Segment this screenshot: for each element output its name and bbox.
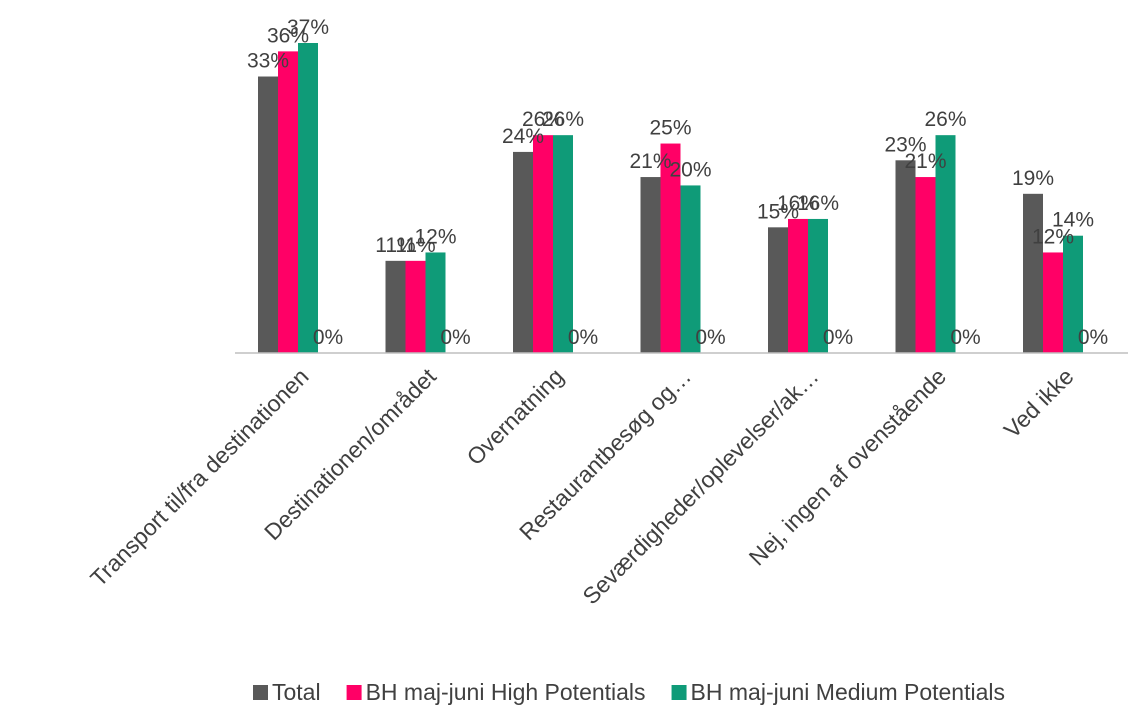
bar-4-series-2 xyxy=(660,143,681,353)
legend-label-1: Total xyxy=(272,679,321,705)
value-label-4-series-2: 25% xyxy=(649,117,691,140)
value-label-5-series-1: 15% xyxy=(757,200,799,223)
bar-2-series-1 xyxy=(385,260,406,353)
category-label-1: Transport til/fra destinationen xyxy=(85,363,313,591)
bar-3-series-2 xyxy=(533,135,553,353)
category-label-3: Overnatning xyxy=(462,363,569,470)
bar-5-series-3 xyxy=(808,218,828,353)
bar-7-series-1 xyxy=(1023,193,1043,353)
value-label-6-series-3: 26% xyxy=(924,108,966,131)
legend-item-bh-maj-juni-medium-potentials: BH maj-juni Medium Potentials xyxy=(671,679,1005,705)
value-label-1-series-1: 33% xyxy=(247,50,289,73)
bar-5-series-2 xyxy=(788,218,808,353)
bars-layer xyxy=(258,43,1083,353)
bar-7-series-2 xyxy=(1043,252,1063,353)
value-labels-layer: 33%36%37%0%11%11%12%0%24%26%26%0%21%25%2… xyxy=(247,16,1108,349)
value-label-7-series-4: 0% xyxy=(1078,326,1108,349)
value-label-2-series-3: 12% xyxy=(414,225,456,248)
legend-item-total: Total xyxy=(253,679,321,705)
value-label-7-series-3: 14% xyxy=(1052,209,1094,232)
value-label-5-series-4: 0% xyxy=(823,326,853,349)
value-label-4-series-4: 0% xyxy=(695,326,725,349)
legend: Total BH maj-juni High Potentials BH maj-j… xyxy=(253,679,1005,705)
legend-label-2: BH maj-juni High Potentials xyxy=(366,679,646,705)
legend-item-bh-maj-juni-high-potentials: BH maj-juni High Potentials xyxy=(346,679,646,705)
value-label-2-series-2: 11% xyxy=(395,234,435,257)
category-label-5: Seværdigheder/oplevelser/ak… xyxy=(577,363,823,609)
legend-swatch-3 xyxy=(671,685,687,700)
value-label-7-series-1: 19% xyxy=(1012,167,1054,190)
value-label-2-series-4: 0% xyxy=(440,326,470,349)
bar-7-series-3 xyxy=(1063,235,1083,353)
value-label-3-series-3: 26% xyxy=(542,108,584,131)
bar-6-series-2 xyxy=(915,177,936,353)
value-label-4-series-3: 20% xyxy=(669,158,711,181)
bar-2-series-2 xyxy=(405,260,426,353)
value-label-6-series-2: 21% xyxy=(904,150,946,173)
bar-3-series-1 xyxy=(513,151,533,353)
bar-5-series-1 xyxy=(768,227,788,353)
bar-2-series-3 xyxy=(425,252,446,353)
value-label-1-series-4: 0% xyxy=(313,326,343,349)
value-label-6-series-1: 23% xyxy=(884,133,926,156)
bar-4-series-3 xyxy=(680,185,701,353)
value-label-5-series-2: 16% xyxy=(777,192,819,215)
value-label-7-series-2: 12% xyxy=(1032,225,1074,248)
value-label-3-series-2: 26% xyxy=(522,108,564,131)
value-label-4-series-1: 21% xyxy=(629,150,671,173)
bar-4-series-1 xyxy=(640,177,661,353)
bar-6-series-3 xyxy=(935,135,956,353)
bar-3-series-3 xyxy=(553,135,573,353)
legend-swatch-2 xyxy=(346,685,362,700)
category-label-7: Ved ikke xyxy=(999,363,1079,443)
legend-swatch-1 xyxy=(253,685,268,700)
value-label-1-series-2: 36% xyxy=(267,24,309,47)
value-label-3-series-1: 24% xyxy=(502,125,544,148)
value-label-5-series-3: 16% xyxy=(797,192,839,215)
value-label-6-series-4: 0% xyxy=(950,326,980,349)
value-label-2-series-1: 11% xyxy=(375,234,415,257)
bar-1-series-3 xyxy=(298,43,318,353)
value-label-1-series-3: 37% xyxy=(287,16,329,39)
legend-label-3: BH maj-juni Medium Potentials xyxy=(691,679,1005,705)
bar-1-series-1 xyxy=(258,76,278,353)
category-labels-layer: Transport til/fra destinationenDestinati… xyxy=(85,363,1078,610)
bar-1-series-2 xyxy=(278,51,298,353)
bar-6-series-1 xyxy=(895,160,916,353)
value-label-3-series-4: 0% xyxy=(568,326,598,349)
